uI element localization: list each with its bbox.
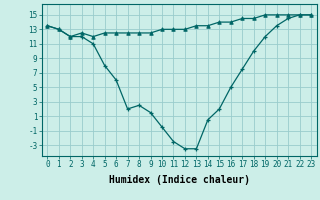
X-axis label: Humidex (Indice chaleur): Humidex (Indice chaleur) bbox=[109, 175, 250, 185]
